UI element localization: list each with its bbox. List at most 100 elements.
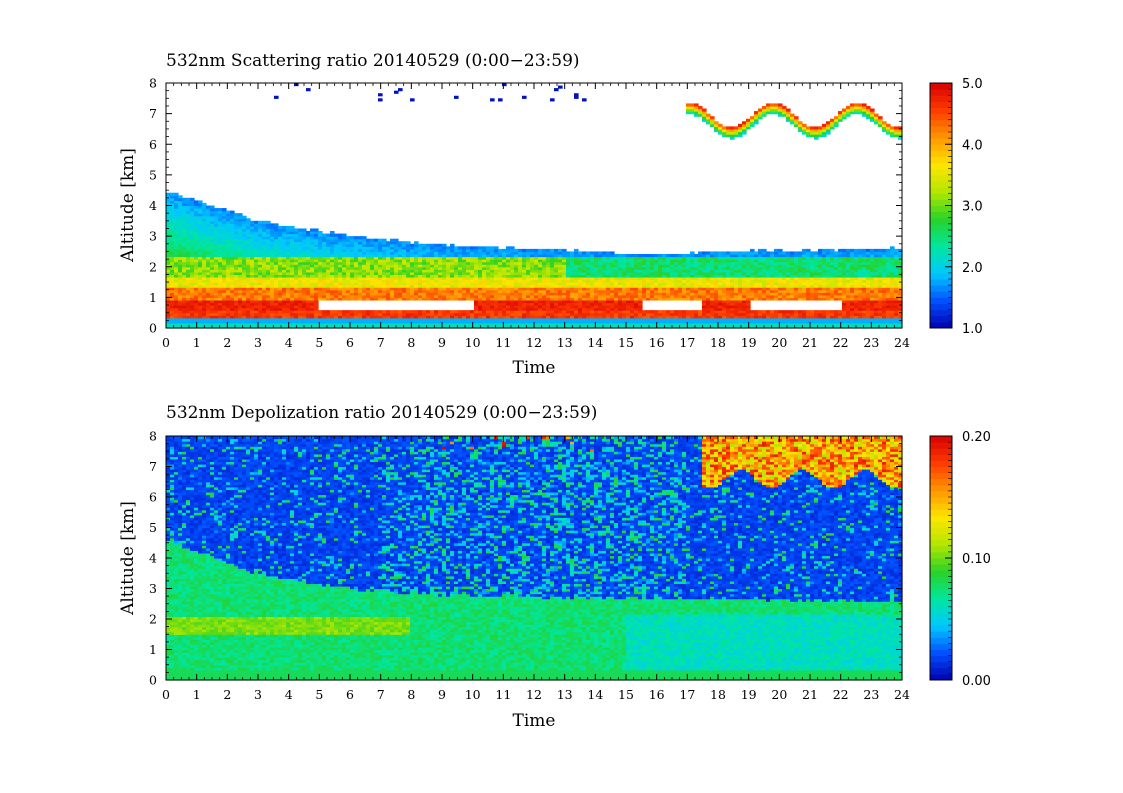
colorbar-segment bbox=[930, 303, 952, 311]
colorbar-segment bbox=[930, 132, 952, 139]
x-tick-label: 20 bbox=[771, 687, 787, 702]
colorbar-segment bbox=[930, 436, 952, 443]
scattering-title: 532nm Scattering ratio 20140529 (0:00−23… bbox=[166, 51, 580, 71]
depolarization-x-axis-label: Time bbox=[513, 711, 556, 731]
y-tick-label: 1 bbox=[149, 290, 157, 305]
colorbar-segment bbox=[930, 279, 952, 286]
x-tick-label: 0 bbox=[162, 335, 170, 350]
colorbar-tick-label: 3.0 bbox=[962, 200, 983, 215]
x-tick-label: 18 bbox=[710, 687, 726, 702]
colorbar-segment bbox=[930, 551, 952, 559]
colorbar-segment bbox=[930, 223, 952, 231]
colorbar-segment bbox=[930, 297, 952, 304]
colorbar-segment bbox=[930, 156, 952, 164]
colorbar-segment bbox=[930, 174, 952, 182]
x-tick-label: 15 bbox=[618, 687, 634, 702]
x-tick-label: 17 bbox=[679, 335, 695, 350]
colorbar-segment bbox=[930, 631, 952, 638]
x-tick-label: 23 bbox=[863, 687, 879, 702]
colorbar-segment bbox=[930, 582, 952, 589]
x-tick-label: 8 bbox=[407, 687, 415, 702]
colorbar-segment bbox=[930, 643, 952, 650]
x-tick-label: 10 bbox=[465, 687, 481, 702]
colorbar-segment bbox=[930, 205, 952, 213]
x-tick-label: 20 bbox=[771, 335, 787, 350]
colorbar-segment bbox=[930, 101, 952, 108]
x-tick-label: 18 bbox=[710, 335, 726, 350]
colorbar-segment bbox=[930, 181, 952, 188]
y-tick-label: 3 bbox=[149, 581, 157, 596]
scattering-heatmap bbox=[166, 83, 903, 329]
x-tick-label: 24 bbox=[894, 335, 910, 350]
colorbar-segment bbox=[930, 466, 952, 474]
colorbar-segment bbox=[930, 95, 952, 102]
colorbar-segment bbox=[930, 576, 952, 583]
x-tick-label: 0 bbox=[162, 687, 170, 702]
y-tick-label: 2 bbox=[149, 259, 157, 274]
x-tick-label: 22 bbox=[833, 335, 849, 350]
colorbar-segment bbox=[930, 242, 952, 249]
colorbar-segment bbox=[930, 113, 952, 121]
colorbar-segment bbox=[930, 454, 952, 461]
colorbar-segment bbox=[930, 545, 952, 553]
colorbar-segment bbox=[930, 673, 952, 681]
x-tick-label: 12 bbox=[526, 335, 542, 350]
x-tick-label: 16 bbox=[649, 687, 665, 702]
y-tick-label: 0 bbox=[149, 321, 157, 336]
x-tick-label: 17 bbox=[679, 687, 695, 702]
x-tick-label: 19 bbox=[741, 335, 757, 350]
y-tick-label: 6 bbox=[149, 137, 157, 152]
x-tick-label: 23 bbox=[863, 335, 879, 350]
colorbar-segment bbox=[930, 649, 952, 657]
colorbar-segment bbox=[930, 655, 952, 663]
x-tick-label: 3 bbox=[254, 335, 262, 350]
y-tick-label: 4 bbox=[149, 551, 157, 566]
x-tick-label: 13 bbox=[557, 687, 573, 702]
colorbar-segment bbox=[930, 260, 952, 268]
colorbar-segment bbox=[930, 497, 952, 504]
colorbar-segment bbox=[930, 527, 952, 535]
colorbar-segment bbox=[930, 606, 952, 614]
colorbar-segment bbox=[930, 667, 952, 675]
colorbar-segment bbox=[930, 503, 952, 510]
scattering-colorbar: 1.0 2.0 3.0 4.0 5.0 bbox=[929, 77, 983, 337]
x-tick-label: 3 bbox=[254, 687, 262, 702]
x-tick-label: 4 bbox=[285, 335, 293, 350]
colorbar-segment bbox=[930, 199, 952, 206]
x-tick-label: 21 bbox=[802, 335, 818, 350]
x-tick-label: 19 bbox=[741, 687, 757, 702]
colorbar-segment bbox=[930, 125, 952, 133]
colorbar-segment bbox=[930, 309, 952, 317]
x-tick-label: 1 bbox=[193, 687, 201, 702]
colorbar-tick-label: 5.0 bbox=[962, 77, 983, 92]
x-tick-label: 7 bbox=[377, 335, 385, 350]
colorbar-segment bbox=[930, 661, 952, 669]
colorbar-tick-label: 0.20 bbox=[962, 430, 991, 445]
depolarization-y-ticks: 0 1 2 3 4 5 6 7 8 bbox=[149, 429, 902, 688]
colorbar-segment bbox=[930, 539, 952, 547]
y-tick-label: 8 bbox=[149, 429, 157, 444]
colorbar-segment bbox=[930, 168, 952, 176]
x-tick-label: 10 bbox=[465, 335, 481, 350]
colorbar-segment bbox=[930, 570, 952, 577]
colorbar-segment bbox=[930, 107, 952, 115]
colorbar-segment bbox=[930, 321, 952, 329]
x-tick-label: 8 bbox=[407, 335, 415, 350]
colorbar-tick-label: 1.0 bbox=[962, 322, 983, 337]
depolarization-heatmap bbox=[166, 436, 903, 681]
x-tick-label: 21 bbox=[802, 687, 818, 702]
y-tick-label: 7 bbox=[149, 459, 157, 474]
colorbar-segment bbox=[930, 138, 952, 145]
x-tick-label: 6 bbox=[346, 335, 354, 350]
depolarization-ratio-panel: 532nm Depolization ratio 20140529 (0:00−… bbox=[118, 403, 991, 731]
colorbar-segment bbox=[930, 612, 952, 620]
scattering-ratio-panel: 532nm Scattering ratio 20140529 (0:00−23… bbox=[118, 51, 983, 378]
y-tick-label: 8 bbox=[149, 76, 157, 91]
colorbar-segment bbox=[930, 162, 952, 170]
colorbar-segment bbox=[930, 594, 952, 602]
colorbar-segment bbox=[930, 619, 952, 626]
depolarization-title: 532nm Depolization ratio 20140529 (0:00−… bbox=[166, 403, 597, 423]
colorbar-segment bbox=[930, 472, 952, 480]
y-tick-label: 6 bbox=[149, 490, 157, 505]
